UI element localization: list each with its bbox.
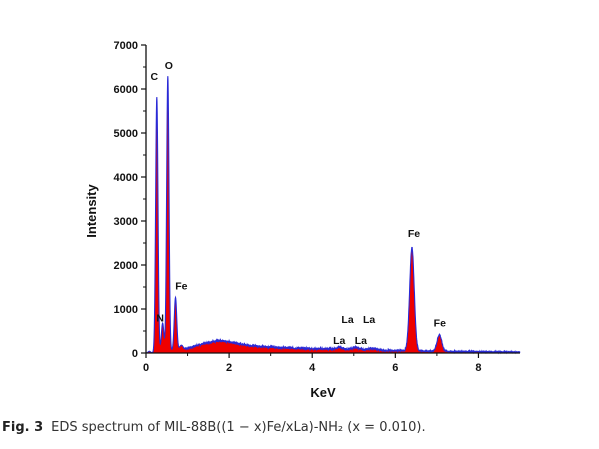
y-tick-label: 0 — [132, 348, 138, 360]
peak-label: Fe — [175, 281, 187, 293]
eds-spectrum-chart: 0 1000 2000 3000 4000 5000 6000 7000 0 2 4 6 8 KeV Int… — [84, 40, 521, 400]
y-axis-title: Intensity — [84, 184, 99, 238]
figure-caption: Fig. 3 EDS spectrum of MIL-88B((1 − x)Fe/… — [2, 420, 597, 435]
x-tick-label: 6 — [392, 362, 398, 374]
peak-label: O — [165, 60, 173, 72]
y-tick-label: 5000 — [114, 128, 138, 140]
peak-label: La — [341, 314, 353, 326]
caption-figure-number: Fig. 3 — [2, 420, 44, 435]
y-tick-label: 3000 — [114, 216, 138, 228]
y-tick-label: 1000 — [114, 304, 138, 316]
x-tick-label: 0 — [143, 362, 149, 374]
x-tick-label: 2 — [226, 362, 232, 374]
x-tick-label: 4 — [309, 362, 316, 374]
y-tick-label: 7000 — [114, 40, 138, 52]
y-tick-label: 2000 — [114, 260, 138, 272]
x-axis-title: KeV — [310, 385, 336, 400]
peak-label: La — [363, 314, 375, 326]
spectrum-fill — [146, 76, 520, 354]
peak-label: Fe — [408, 228, 420, 240]
spectrum-line — [145, 76, 521, 355]
peak-label: C — [151, 71, 159, 83]
caption-text: EDS spectrum of MIL-88B((1 − x)Fe/xLa)-N… — [51, 420, 426, 435]
peak-label: N — [156, 312, 164, 324]
y-tick-label: 6000 — [114, 84, 138, 96]
peak-label: Fe — [434, 318, 446, 330]
peak-label: La — [355, 335, 367, 347]
x-tick-label: 8 — [475, 362, 481, 374]
peak-label: La — [333, 335, 345, 347]
y-tick-label: 4000 — [114, 172, 138, 184]
